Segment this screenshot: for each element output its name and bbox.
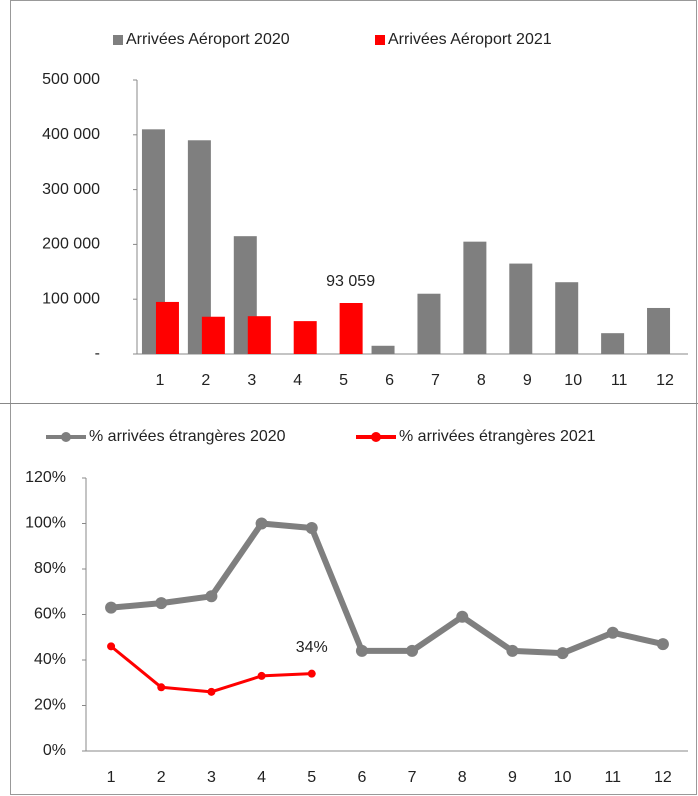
line <box>110 645 312 694</box>
bar <box>371 345 395 354</box>
y-tick-label: 400 000 <box>42 126 100 143</box>
point <box>155 597 168 610</box>
y-tick-label: 200 000 <box>42 236 100 253</box>
x-tick-label: 6 <box>357 769 366 786</box>
point <box>656 638 669 651</box>
x-tick-label: 7 <box>431 372 440 389</box>
y-tick-label: 300 000 <box>42 181 100 198</box>
point <box>606 626 619 639</box>
x-tick-label: 9 <box>523 372 532 389</box>
x-tick-label: 12 <box>654 769 672 786</box>
x-tick-label: 1 <box>107 769 116 786</box>
point <box>157 683 166 692</box>
point <box>205 590 218 603</box>
bar <box>339 303 363 354</box>
x-tick-label: 11 <box>611 372 628 389</box>
x-tick-label: 11 <box>604 769 621 786</box>
legend-swatch <box>375 35 385 45</box>
y-tick-label: 100% <box>25 515 66 532</box>
bar <box>201 316 225 354</box>
x-tick-label: 10 <box>564 372 582 389</box>
point <box>406 644 419 657</box>
y-tick-label: 20% <box>34 697 66 714</box>
x-tick-label: 2 <box>201 372 210 389</box>
x-tick-label: 6 <box>385 372 394 389</box>
y-tick-label: 100 000 <box>42 290 100 307</box>
x-tick-label: 5 <box>339 372 348 389</box>
data-label: 34% <box>296 639 328 656</box>
point <box>556 647 569 660</box>
legend-label: % arrivées étrangères 2020 <box>89 428 286 445</box>
x-tick-label: 7 <box>408 769 417 786</box>
x-tick-label: 2 <box>157 769 166 786</box>
point <box>207 687 216 696</box>
x-tick-label: 8 <box>458 769 467 786</box>
y-tick-label: 80% <box>34 560 66 577</box>
y-tick-label: 500 000 <box>42 71 100 88</box>
line <box>110 520 664 657</box>
legend-dot <box>61 432 71 442</box>
x-tick-label: 5 <box>307 769 316 786</box>
bar <box>187 140 211 354</box>
legend-dot <box>371 432 381 442</box>
x-tick-label: 8 <box>477 372 486 389</box>
x-tick-label: 3 <box>247 372 256 389</box>
bar <box>463 241 487 354</box>
legend-label: Arrivées Aéroport 2021 <box>388 31 552 48</box>
legend-label: % arrivées étrangères 2021 <box>399 428 596 445</box>
y-tick-label: - <box>95 345 100 362</box>
x-tick-label: 1 <box>156 372 165 389</box>
x-tick-label: 4 <box>293 372 302 389</box>
bar <box>417 293 441 354</box>
point <box>105 601 118 614</box>
bar <box>601 333 625 354</box>
point <box>255 517 268 530</box>
legend-swatch <box>113 35 123 45</box>
bar <box>509 263 533 354</box>
x-tick-label: 3 <box>207 769 216 786</box>
frame <box>10 0 697 795</box>
y-tick-label: 40% <box>34 651 66 668</box>
bar <box>293 321 317 354</box>
y-tick-label: 120% <box>25 469 66 486</box>
bar <box>141 129 165 354</box>
bar <box>555 282 579 354</box>
x-tick-label: 10 <box>554 769 572 786</box>
bar <box>647 307 671 354</box>
bar <box>247 316 271 354</box>
x-tick-label: 4 <box>257 769 266 786</box>
x-tick-label: 12 <box>656 372 674 389</box>
point <box>305 522 318 535</box>
y-tick-label: 0% <box>43 742 66 759</box>
point <box>107 642 116 651</box>
legend-label: Arrivées Aéroport 2020 <box>126 31 290 48</box>
x-tick-label: 9 <box>508 769 517 786</box>
point <box>456 610 469 623</box>
point <box>355 644 368 657</box>
y-tick-label: 60% <box>34 606 66 623</box>
point <box>257 671 266 680</box>
point <box>307 669 316 678</box>
bar <box>155 301 179 354</box>
data-label: 93 059 <box>326 273 375 290</box>
point <box>506 644 519 657</box>
